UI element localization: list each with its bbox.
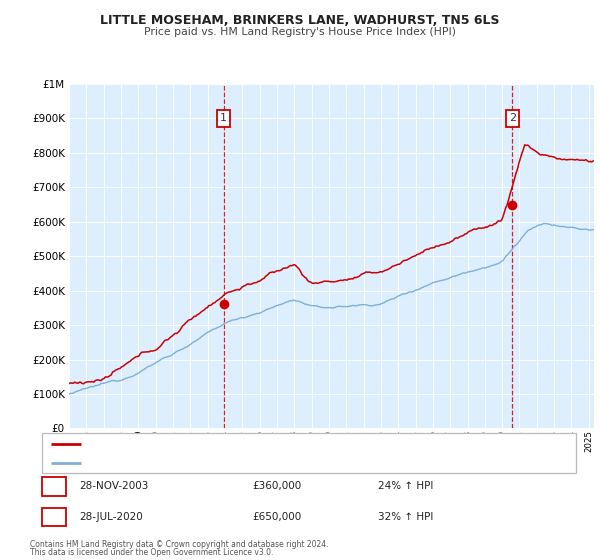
Text: LITTLE MOSEHAM, BRINKERS LANE, WADHURST, TN5 6LS: LITTLE MOSEHAM, BRINKERS LANE, WADHURST,… — [100, 14, 500, 27]
Text: £650,000: £650,000 — [252, 512, 301, 522]
Text: 2: 2 — [509, 114, 516, 123]
Text: Price paid vs. HM Land Registry's House Price Index (HPI): Price paid vs. HM Land Registry's House … — [144, 27, 456, 37]
Text: This data is licensed under the Open Government Licence v3.0.: This data is licensed under the Open Gov… — [30, 548, 274, 557]
Text: Contains HM Land Registry data © Crown copyright and database right 2024.: Contains HM Land Registry data © Crown c… — [30, 540, 329, 549]
Text: 1: 1 — [220, 114, 227, 123]
Text: 24% ↑ HPI: 24% ↑ HPI — [378, 482, 433, 491]
Text: 28-JUL-2020: 28-JUL-2020 — [79, 512, 143, 522]
Text: 2: 2 — [50, 511, 58, 524]
Text: LITTLE MOSEHAM, BRINKERS LANE, WADHURST, TN5 6LS (detached house): LITTLE MOSEHAM, BRINKERS LANE, WADHURST,… — [87, 440, 426, 449]
Text: £360,000: £360,000 — [252, 482, 301, 491]
Text: 32% ↑ HPI: 32% ↑ HPI — [378, 512, 433, 522]
Text: HPI: Average price, detached house, Wealden: HPI: Average price, detached house, Weal… — [87, 459, 293, 468]
Text: 1: 1 — [50, 480, 58, 493]
Text: 28-NOV-2003: 28-NOV-2003 — [79, 482, 149, 491]
